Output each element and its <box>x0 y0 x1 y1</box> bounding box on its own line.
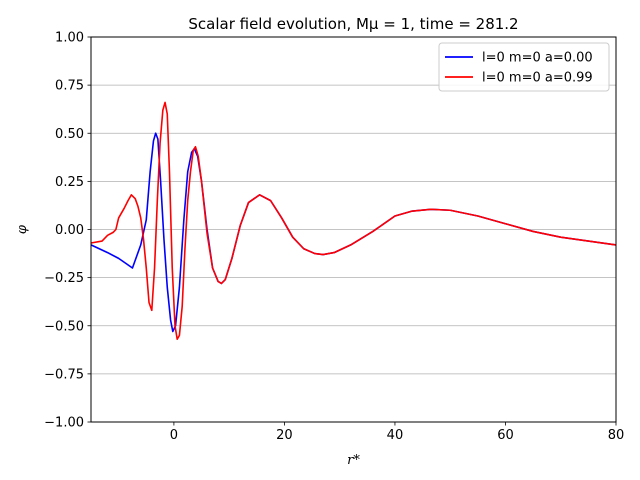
legend-label-1: l=0 m=0 a=0.99 <box>482 71 593 86</box>
legend-box <box>438 42 610 92</box>
y-tick-label: 0.25 <box>55 175 84 190</box>
legend: l=0 m=0 a=0.00 l=0 m=0 a=0.99 <box>438 42 610 92</box>
x-tick-label: 80 <box>608 428 625 443</box>
y-axis-title: φ <box>15 224 30 234</box>
y-tick-label: −0.75 <box>44 367 84 382</box>
legend-label-0: l=0 m=0 a=0.00 <box>482 51 593 66</box>
axis-ticks: −1.00 −0.75 −0.50 −0.25 0.00 0.25 0.50 0.75 1.00… <box>44 31 624 444</box>
series-layer <box>90 101 617 341</box>
x-tick-label: 40 <box>387 428 404 443</box>
y-tick-label: −1.00 <box>44 416 84 431</box>
y-tick-label: 0.50 <box>55 127 84 142</box>
y-tick-label: −0.50 <box>44 319 84 334</box>
y-tick-label: 0.75 <box>55 79 84 94</box>
x-tick-label: 60 <box>497 428 514 443</box>
y-tick-label: −0.25 <box>44 271 84 286</box>
x-tick-label: 0 <box>170 428 178 443</box>
x-tick-label: 20 <box>276 428 293 443</box>
chart-title: Scalar field evolution, Mμ = 1, time = 2… <box>188 15 518 33</box>
series-line-1 <box>90 101 617 341</box>
x-axis-title: r* <box>347 453 360 468</box>
y-tick-label: 1.00 <box>55 31 84 46</box>
y-tick-label: 0.00 <box>55 223 84 238</box>
